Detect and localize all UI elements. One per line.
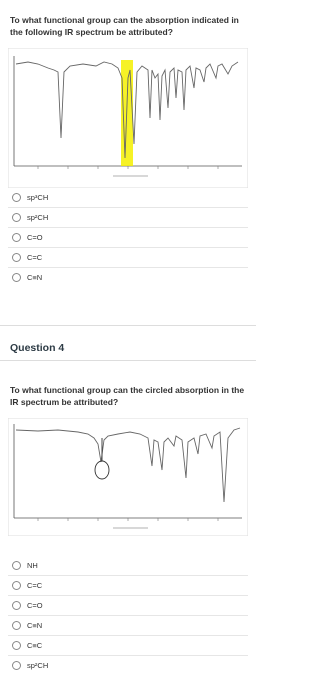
answer-option[interactable]: C≡N	[8, 615, 248, 635]
answer-option[interactable]: C≡C	[8, 635, 248, 655]
radio-button[interactable]	[12, 661, 21, 670]
ir-spectrum	[8, 48, 248, 188]
answer-option[interactable]: sp³CH	[8, 188, 248, 207]
option-label: C=O	[27, 233, 43, 242]
option-label: C=C	[27, 581, 43, 590]
quiz-page: {"questions": [ {"text": "To what functi…	[0, 15, 256, 675]
option-label: sp²CH	[27, 213, 49, 222]
divider	[0, 325, 256, 326]
answer-option[interactable]: C=O	[8, 227, 248, 247]
answer-option[interactable]: sp²CH	[8, 655, 248, 675]
answer-option[interactable]: C=O	[8, 595, 248, 615]
answer-option[interactable]: C=C	[8, 247, 248, 267]
answer-option[interactable]: NH	[8, 556, 248, 575]
answer-option[interactable]: sp²CH	[8, 207, 248, 227]
radio-button[interactable]	[12, 621, 21, 630]
options: sp³CH sp²CH C=O C=C C≡N	[8, 188, 248, 287]
option-label: NH	[27, 561, 38, 570]
options: NH C=C C=O C≡N C≡C sp²CH	[8, 556, 248, 675]
divider	[0, 360, 256, 361]
ir-spectrum	[8, 418, 248, 536]
radio-button[interactable]	[12, 641, 21, 650]
radio-button[interactable]	[12, 253, 21, 262]
option-label: sp³CH	[27, 193, 49, 202]
option-label: C≡N	[27, 621, 43, 630]
radio-button[interactable]	[12, 601, 21, 610]
question-text: To what functional group can the absorpt…	[10, 15, 239, 37]
radio-button[interactable]	[12, 233, 21, 242]
answer-option[interactable]: C=C	[8, 575, 248, 595]
option-label: C≡N	[27, 273, 43, 282]
option-label: C=C	[27, 253, 43, 262]
option-label: C≡C	[27, 641, 43, 650]
option-label: sp²CH	[27, 661, 49, 670]
radio-button[interactable]	[12, 561, 21, 570]
answer-option[interactable]: C≡N	[8, 267, 248, 287]
radio-button[interactable]	[12, 581, 21, 590]
option-label: C=O	[27, 601, 43, 610]
radio-button[interactable]	[12, 193, 21, 202]
question-heading: Question 4	[10, 342, 65, 354]
question-text: To what functional group can the circled…	[10, 385, 245, 407]
radio-button[interactable]	[12, 273, 21, 282]
radio-button[interactable]	[12, 213, 21, 222]
